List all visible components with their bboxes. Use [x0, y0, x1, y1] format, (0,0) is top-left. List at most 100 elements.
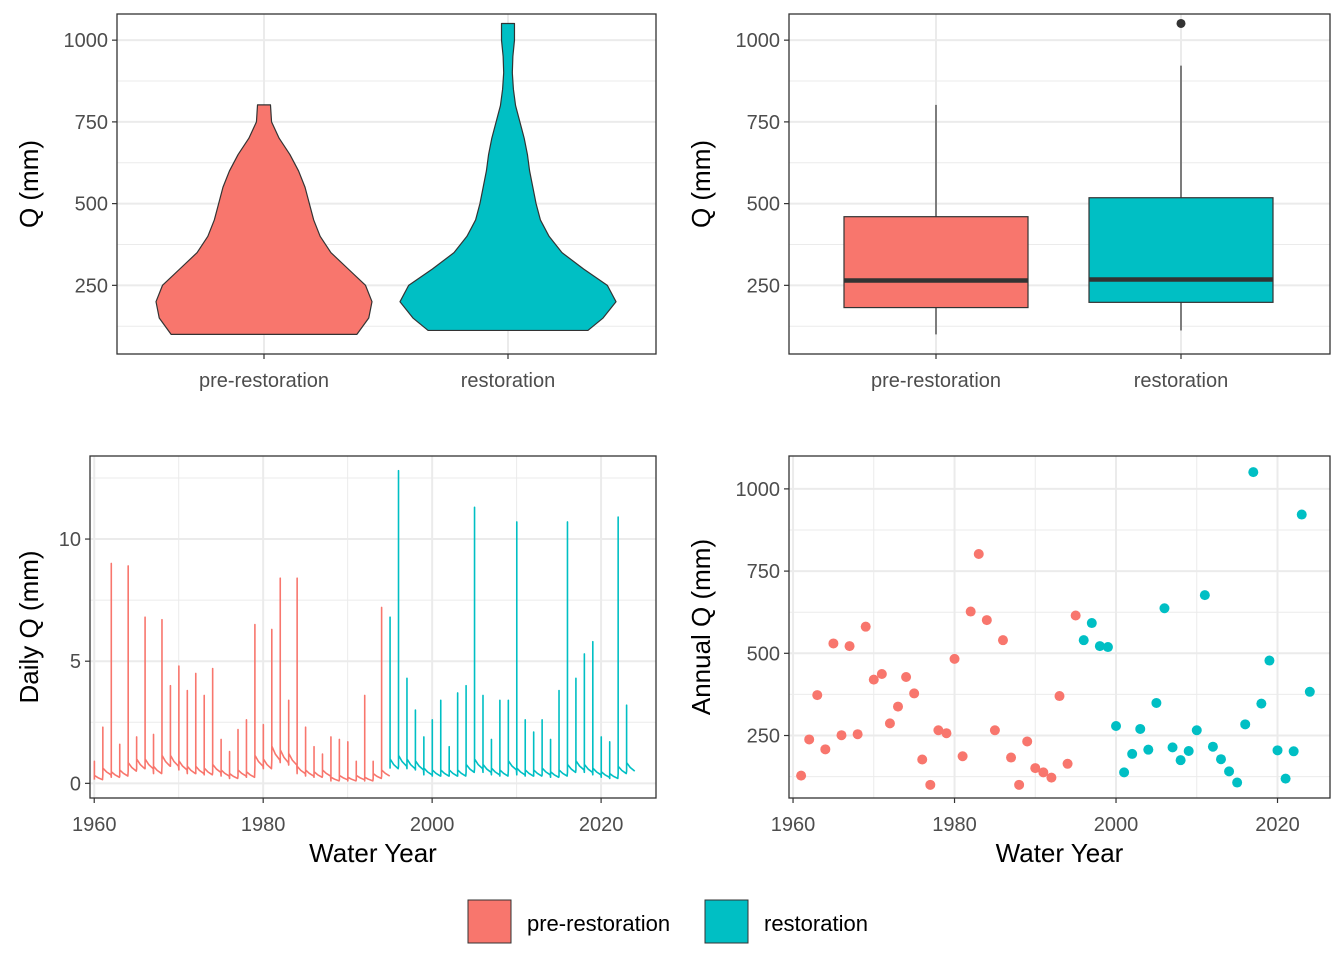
legend: pre-restoration restoration: [467, 899, 868, 944]
y-tick-label: 1000: [64, 30, 109, 52]
x-tick-label: 1960: [771, 814, 816, 836]
box-pre-restoration: [843, 216, 1029, 309]
x-axis-title: Water Year: [309, 838, 437, 868]
annual-q-point: [925, 779, 936, 790]
legend-key-pre-restoration: [467, 899, 512, 944]
annual-q-point: [1296, 509, 1307, 520]
annual-q-point: [868, 674, 879, 685]
outlier-point: [1176, 18, 1186, 28]
annual-q-point: [933, 725, 944, 736]
y-tick-label: 500: [747, 643, 780, 665]
annual-q-point: [1256, 698, 1267, 709]
annual-q-point: [981, 615, 992, 626]
annual-q-point: [876, 669, 887, 680]
annual-q-point: [917, 754, 928, 765]
daily-q-line-restoration: [389, 469, 636, 780]
annual-q-point: [1207, 741, 1218, 752]
annual-q-point: [957, 751, 968, 762]
x-tick-label: 2020: [579, 814, 624, 836]
annual-q-point: [1078, 635, 1089, 646]
y-tick-label: 250: [747, 726, 780, 748]
annual-q-point: [1199, 590, 1210, 601]
annual-q-point: [1175, 755, 1186, 766]
x-tick-label: pre-restoration: [199, 370, 329, 392]
annual-q-point: [1304, 686, 1315, 697]
y-tick-label: 1000: [736, 30, 781, 52]
annual-q-point: [1030, 763, 1041, 774]
x-tick-label: restoration: [1134, 370, 1229, 392]
panel-border: [788, 455, 1331, 799]
annual-q-point: [893, 701, 904, 712]
violin-panel: 250 500 750 1000 pre-restoration restoration Q…: [14, 13, 657, 392]
annual-q-point: [1248, 467, 1259, 478]
y-axis-title: Daily Q (mm): [14, 550, 44, 703]
annual-q-point: [1119, 767, 1130, 778]
annual-q-point: [989, 725, 1000, 736]
x-tick-label: 2000: [410, 814, 455, 836]
legend-label-pre-restoration: pre-restoration: [527, 911, 670, 936]
annual-q-point: [836, 730, 847, 741]
legend-label-restoration: restoration: [764, 911, 868, 936]
annual-q-point: [804, 734, 815, 745]
y-tick-label: 0: [70, 773, 81, 795]
annual-q-point: [1135, 723, 1146, 734]
annual-q-point: [1264, 655, 1275, 666]
annual-q-point: [812, 690, 823, 701]
annual-q-point: [796, 770, 807, 781]
annual-q-point: [1086, 618, 1097, 629]
annual-q-point: [1054, 691, 1065, 702]
annual-q-point: [852, 729, 863, 740]
y-axis-title: Q (mm): [14, 140, 44, 228]
annual-q-point: [1232, 777, 1243, 788]
annual-q-point: [965, 606, 976, 617]
y-tick-label: 750: [747, 561, 780, 583]
annual-q-point: [1014, 779, 1025, 790]
annual-q-point: [1070, 610, 1081, 621]
annual-q-point: [1151, 697, 1162, 708]
y-axis-title: Q (mm): [686, 140, 716, 228]
y-tick-label: 10: [59, 529, 81, 551]
box-restoration: [1088, 197, 1274, 303]
annual-q-point: [1167, 742, 1178, 753]
boxplot-panel: 250 500 750 1000 pre-restoration restoration Q…: [686, 13, 1331, 392]
annual-q-point: [1159, 603, 1170, 614]
y-tick-label: 750: [747, 112, 780, 134]
annual-q-point: [1224, 766, 1235, 777]
annual-q-point: [1183, 745, 1194, 756]
annual-q-point: [844, 641, 855, 652]
annual-q-point: [1062, 758, 1073, 769]
panel-border: [788, 13, 1331, 355]
y-tick-label: 5: [70, 651, 81, 673]
annual-q-point: [1127, 748, 1138, 759]
annual-q-point: [1191, 725, 1202, 736]
annual-q-panel: 250 500 750 1000 1960 1980 2000 2020 Annual Q (m…: [686, 455, 1331, 868]
x-tick-label: 1960: [72, 814, 117, 836]
annual-q-point: [1215, 754, 1226, 765]
y-tick-label: 250: [747, 275, 780, 297]
x-tick-label: 1980: [932, 814, 977, 836]
annual-q-point: [909, 688, 920, 699]
x-tick-label: pre-restoration: [871, 370, 1001, 392]
annual-q-point: [1102, 642, 1113, 653]
x-axis-title: Water Year: [996, 838, 1124, 868]
annual-q-point: [1006, 752, 1017, 763]
daily-q-line-pre-restoration: [93, 562, 391, 782]
annual-q-point: [949, 653, 960, 664]
annual-q-point: [1111, 720, 1122, 731]
y-tick-label: 500: [747, 194, 780, 216]
y-tick-label: 250: [75, 275, 108, 297]
annual-q-point: [1022, 736, 1033, 747]
annual-q-point: [1280, 773, 1291, 784]
x-tick-label: 2020: [1255, 814, 1300, 836]
annual-q-point: [1272, 745, 1283, 756]
annual-q-point: [1288, 746, 1299, 757]
annual-q-point: [901, 671, 912, 682]
annual-q-point: [820, 744, 831, 755]
daily-q-panel: 0 5 10 1960 1980 2000 2020 Daily Q (mm) Water Ye…: [14, 455, 657, 868]
violin-pre-restoration: [155, 104, 373, 335]
y-tick-label: 750: [75, 112, 108, 134]
legend-key-restoration: [704, 899, 749, 944]
annual-q-point: [1046, 772, 1057, 783]
x-tick-label: 1980: [241, 814, 286, 836]
